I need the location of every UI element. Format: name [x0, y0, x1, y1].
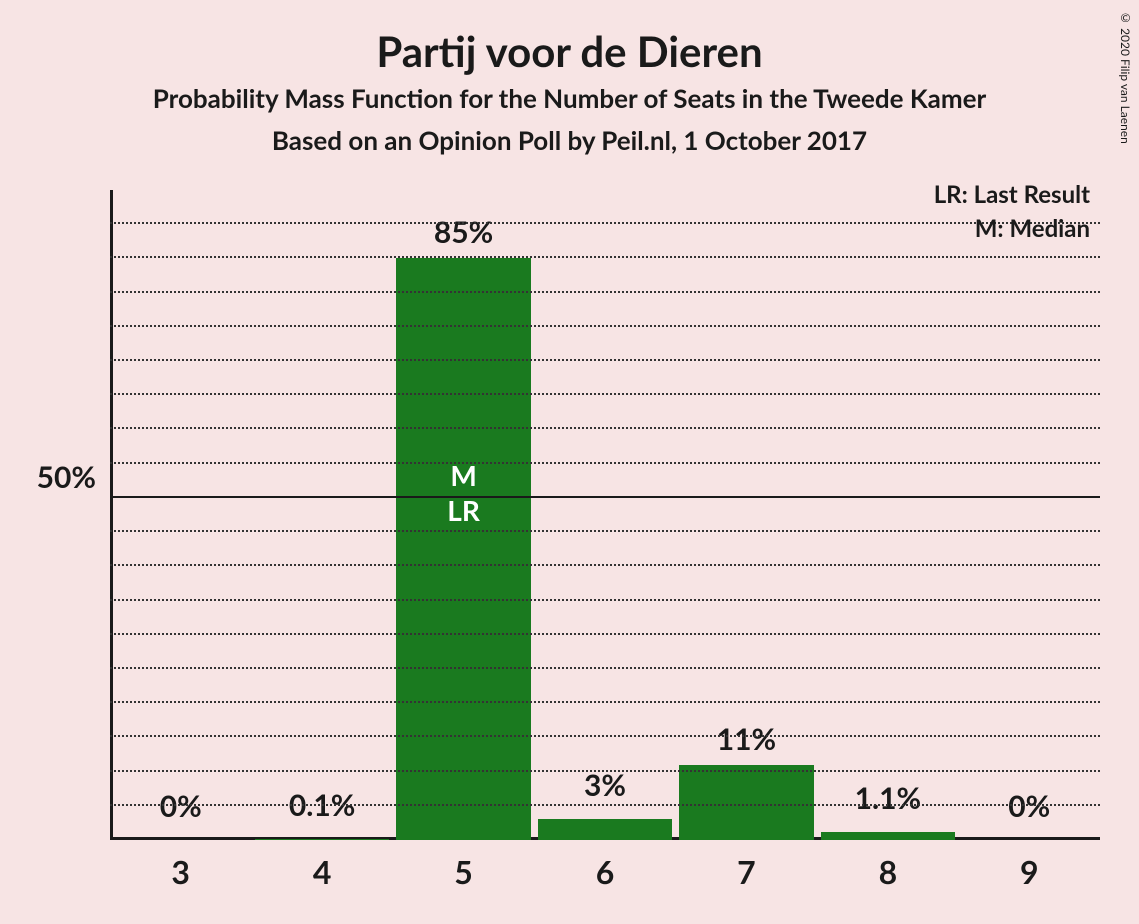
gridline [110, 804, 1100, 806]
legend-last-result: LR: Last Result [934, 180, 1090, 209]
x-tick-label: 8 [879, 852, 898, 891]
chart-title: Partij voor de Dieren [0, 26, 1139, 76]
gridline [110, 496, 1100, 498]
gridline [110, 427, 1100, 429]
gridline [110, 633, 1100, 635]
bar-value-label: 1.1% [855, 780, 922, 816]
bars-container: 0%0.1%85%MLR3%11%1.1%0% [110, 190, 1100, 840]
gridline [110, 291, 1100, 293]
gridline [110, 770, 1100, 772]
bar-value-label: 0% [160, 788, 202, 824]
gridline [110, 325, 1100, 327]
chart-subtitle-2: Based on an Opinion Poll by Peil.nl, 1 O… [0, 124, 1139, 156]
gridline [110, 530, 1100, 532]
gridline [110, 359, 1100, 361]
legend-median: M: Median [975, 214, 1090, 243]
x-tick-label: 7 [737, 852, 756, 891]
plot-area: 0%0.1%85%MLR3%11%1.1%0% 50%3456789LR: La… [110, 190, 1100, 840]
gridline [110, 701, 1100, 703]
median-last-result-annotation: MLR [447, 458, 480, 528]
bar-value-label: 0% [1008, 788, 1050, 824]
bar: 85%MLR [396, 258, 530, 840]
bar: 0.1% [255, 839, 389, 840]
bar: 11% [679, 765, 813, 840]
bar: 3% [538, 819, 672, 840]
gridline [110, 599, 1100, 601]
gridline [110, 393, 1100, 395]
x-tick-label: 4 [313, 852, 332, 891]
bar-value-label: 3% [584, 767, 626, 803]
bar-value-label: 11% [717, 721, 776, 757]
gridline [110, 564, 1100, 566]
y-tick-label: 50% [37, 459, 96, 495]
copyright-notice: © 2020 Filip van Laenen [1118, 10, 1133, 144]
chart-subtitle-1: Probability Mass Function for the Number… [0, 82, 1139, 114]
x-tick-label: 6 [596, 852, 615, 891]
gridline [110, 667, 1100, 669]
x-tick-label: 9 [1020, 852, 1039, 891]
gridline [110, 462, 1100, 464]
bar: 1.1% [821, 832, 955, 840]
gridline [110, 222, 1100, 224]
gridline [110, 735, 1100, 737]
x-tick-label: 5 [454, 852, 473, 891]
bar-value-label: 85% [434, 214, 493, 250]
x-tick-label: 3 [171, 852, 190, 891]
gridline [110, 256, 1100, 258]
